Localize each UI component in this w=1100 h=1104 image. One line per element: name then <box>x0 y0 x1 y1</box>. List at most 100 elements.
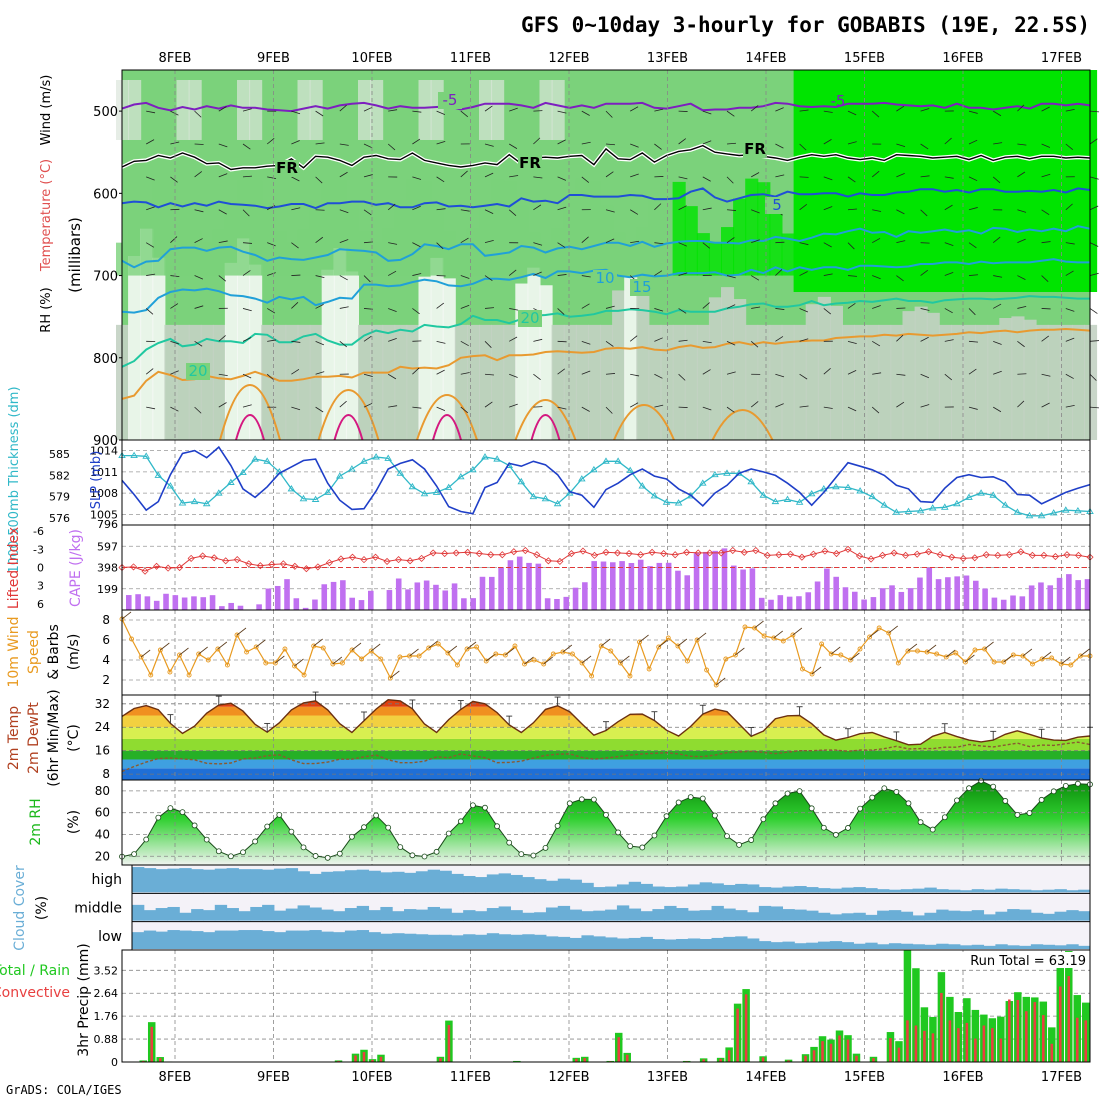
cloud-cell-low <box>558 937 570 949</box>
rh-mid-cell <box>237 180 250 276</box>
cloud-cell-middle <box>321 910 333 921</box>
rh-low-cell <box>1036 325 1049 440</box>
cape-bar <box>219 606 225 610</box>
precip-conv-bar <box>1034 1002 1037 1062</box>
cloud-cell-middle <box>451 913 463 921</box>
cloud-cell-middle <box>712 906 724 921</box>
rh-low-cell <box>128 256 141 440</box>
cape-bar <box>1020 596 1026 610</box>
cloud-cell-middle <box>676 908 688 921</box>
cloud-cell-high <box>1078 890 1090 893</box>
rh-moist-cell <box>975 70 988 292</box>
cloud-cell-low <box>924 945 936 949</box>
rh-dry-cell <box>249 80 262 140</box>
rh-low-cell <box>648 325 661 440</box>
rh-marker <box>1075 781 1080 786</box>
rh-mid-cell <box>394 201 407 276</box>
cape-bar <box>470 598 476 610</box>
precip-conv-bar <box>1008 999 1011 1062</box>
cloud-cell-middle <box>901 912 913 921</box>
cloud-cell-middle <box>570 910 582 921</box>
cloud-cell-middle <box>865 915 877 921</box>
cloud-cell-high <box>652 887 664 893</box>
cape-bar <box>824 569 830 610</box>
cape-tick: 597 <box>97 540 118 553</box>
rh-marker <box>688 795 693 800</box>
upper-air-ytick: 700 <box>93 270 118 285</box>
rh-mid-cell <box>709 242 722 275</box>
rh-tick: 20 <box>95 849 110 863</box>
cloud-cell-high <box>203 870 215 893</box>
bottom-date-label: 13FEB <box>647 1070 688 1085</box>
cape-bar <box>945 577 951 610</box>
cloud-cell-low <box>463 934 475 949</box>
cloud-cell-high <box>309 874 321 892</box>
rh-mid-cell <box>128 230 141 275</box>
cloud-cell-low <box>144 931 156 949</box>
rh-low-cell <box>842 325 855 440</box>
precip-conv-bar <box>923 1031 926 1062</box>
rh-marker <box>555 823 560 828</box>
rh-mid-cell <box>419 181 432 275</box>
cloud-cell-middle <box>818 913 830 921</box>
rh-marker <box>870 795 875 800</box>
thickness-tick: 576 <box>49 512 70 525</box>
rh-marker <box>265 824 270 829</box>
cloud-cell-low <box>250 930 262 949</box>
rh-mid-cell <box>382 229 395 276</box>
rh-low-cell <box>685 325 698 440</box>
cape-bar <box>815 581 821 610</box>
cloud-cell-middle <box>345 908 357 921</box>
precip-conv-bar <box>838 1035 841 1062</box>
cloud-cell-low <box>475 935 487 949</box>
cloud-cell-middle <box>227 908 239 921</box>
rh-marker <box>228 854 233 859</box>
cloud-cell-high <box>1066 890 1078 892</box>
cloud-cell-high <box>972 889 984 892</box>
cloud-cell-middle <box>440 909 452 921</box>
rh-low-cell <box>1011 316 1024 440</box>
precip-conv-bar <box>889 1038 892 1062</box>
cape-bar <box>294 598 300 610</box>
precip-conv-bar <box>617 1037 620 1062</box>
cloud-cell-low <box>877 944 889 949</box>
upper-air-label-rh: RH (%) <box>39 287 54 332</box>
rh-low-cell <box>1072 325 1085 440</box>
cape-bar <box>917 578 923 610</box>
rh-marker <box>1027 811 1032 816</box>
contour-label: 5 <box>772 196 782 214</box>
cloud-cell-middle <box>759 906 771 921</box>
precip-conv-bar <box>991 1028 994 1062</box>
rh-moist-cell <box>963 70 976 292</box>
temp-ylabel-dewpt: 2m DewPt <box>26 702 42 774</box>
rh-dry-cell <box>177 80 190 140</box>
rh-low-cell <box>1084 325 1097 440</box>
precip-conv-bar <box>830 1044 833 1062</box>
rh-dry-cell <box>419 80 432 140</box>
cape-bar <box>1038 582 1044 610</box>
cloud-cell-low <box>759 941 771 949</box>
rh-mid-cell <box>406 179 419 275</box>
cloud-cell-middle <box>1007 909 1019 921</box>
cape-bar <box>750 568 756 610</box>
rh-low-cell <box>358 325 371 440</box>
cloud-cell-low <box>960 945 972 949</box>
upper-air-ytick: 500 <box>93 105 118 120</box>
precip-conv-bar <box>1042 1015 1045 1062</box>
cloud-cell-middle <box>558 906 570 921</box>
cloud-cell-middle <box>522 913 534 921</box>
cape-bar <box>694 553 700 610</box>
temp-band <box>122 759 1090 768</box>
cape-bar <box>256 604 262 610</box>
cloud-cell-high <box>889 890 901 893</box>
precip-label-total: Total / Rain <box>0 963 70 979</box>
rh-low-cell <box>225 263 238 440</box>
cloud-cell-low <box>1043 945 1055 949</box>
precip-tick: 0 <box>111 1056 118 1069</box>
cloud-panel <box>132 865 1091 950</box>
cloud-cell-high <box>522 877 534 892</box>
cloud-cell-low <box>570 938 582 949</box>
cloud-cell-low <box>179 931 191 949</box>
rh-low-cell <box>201 325 214 440</box>
rh-marker <box>495 824 500 829</box>
